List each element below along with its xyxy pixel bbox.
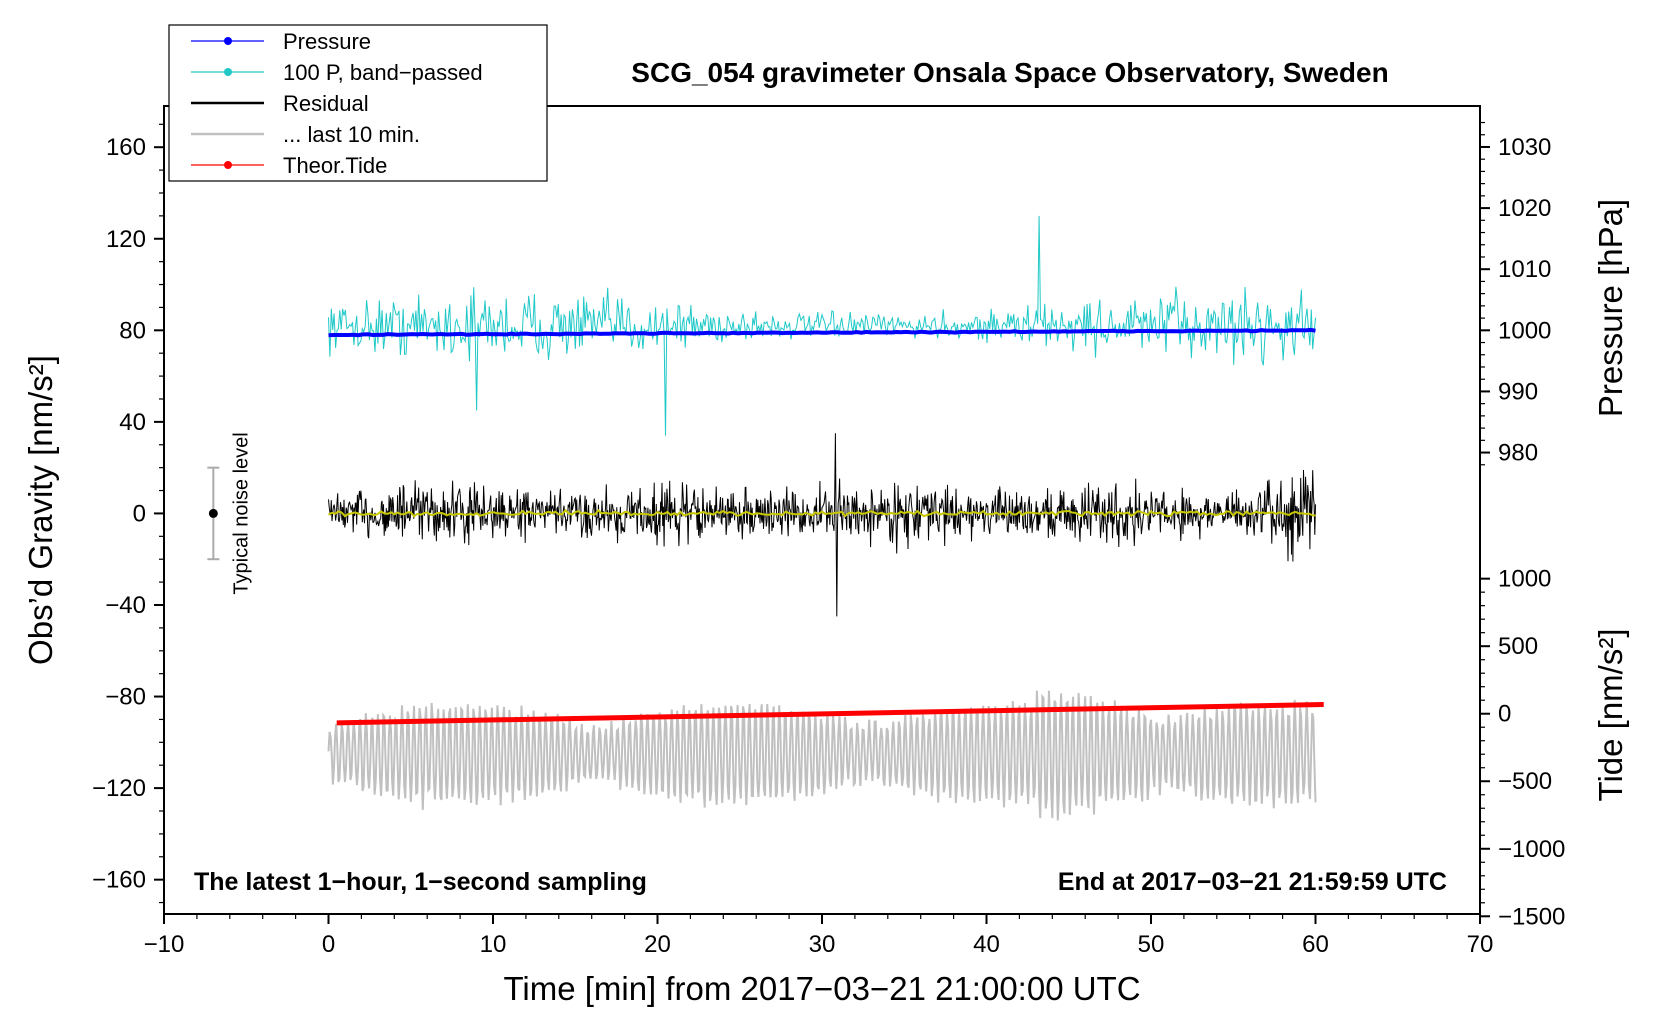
series-bandpassed-pressure <box>328 215 1316 436</box>
legend-item: Theor.Tide <box>191 153 387 178</box>
y-tick-label: 40 <box>119 409 146 436</box>
x-tick-label: 30 <box>809 931 836 958</box>
y-tick-label: 0 <box>133 500 146 527</box>
chart-title: SCG_054 gravimeter Onsala Space Observat… <box>631 57 1388 88</box>
x-tick-label: 40 <box>973 931 1000 958</box>
y-tick-label: 120 <box>106 226 146 253</box>
x-tick-label: 10 <box>480 931 507 958</box>
y-axis-title-tide: Tide [nm/s²] <box>1592 629 1629 802</box>
series-last-10-min <box>327 690 1317 821</box>
series-pressure <box>328 327 1316 338</box>
tide-tick-label: 1000 <box>1498 566 1551 593</box>
noise-level-label: Typical noise level <box>230 432 252 594</box>
annotation-bottom-left: The latest 1−hour, 1−second sampling <box>194 868 647 896</box>
x-axis-title: Time [min] from 2017−03−21 21:00:00 UTC <box>503 970 1140 1007</box>
legend-item: Pressure <box>191 29 371 54</box>
y-tick-label: −40 <box>105 592 146 619</box>
legend-marker <box>224 68 232 76</box>
y-tick-label: −80 <box>105 684 146 711</box>
legend-label: 100 P, band−passed <box>283 60 483 85</box>
series-layer <box>327 215 1324 821</box>
legend-item: 100 P, band−passed <box>191 60 483 85</box>
legend-label: Pressure <box>283 29 371 54</box>
x-tick-label: 50 <box>1138 931 1165 958</box>
x-tick-label: −10 <box>144 931 185 958</box>
y-tick-label: −160 <box>92 867 146 894</box>
legend-item: Residual <box>191 91 369 116</box>
noise-level-indicator: Typical noise level <box>207 432 252 595</box>
tide-tick-label: 500 <box>1498 633 1538 660</box>
tide-tick-label: −1000 <box>1498 836 1565 863</box>
series-theor-tide <box>336 702 1324 726</box>
x-tick-label: 20 <box>644 931 671 958</box>
noise-bar-dot <box>208 508 218 518</box>
y-tick-label: −120 <box>92 775 146 802</box>
annotation-bottom-right: End at 2017−03−21 21:59:59 UTC <box>1058 868 1447 896</box>
tide-tick-label: −1500 <box>1498 903 1565 930</box>
pressure-tick-label: 990 <box>1498 378 1538 405</box>
legend-item: ... last 10 min. <box>191 122 420 147</box>
legend-label: Theor.Tide <box>283 153 387 178</box>
series-residual <box>328 433 1316 617</box>
pressure-tick-label: 1030 <box>1498 134 1551 161</box>
legend-marker <box>224 37 232 45</box>
pressure-tick-label: 1000 <box>1498 317 1551 344</box>
pressure-tick-label: 1010 <box>1498 256 1551 283</box>
x-tick-label: 0 <box>322 931 335 958</box>
y-axis-title-pressure: Pressure [hPa] <box>1592 199 1629 417</box>
series-residual-smoothed <box>328 508 1316 518</box>
tide-tick-label: 0 <box>1498 701 1511 728</box>
pressure-tick-label: 980 <box>1498 440 1538 467</box>
axes-layer: −10 0 10 20 30 40 50 60 7016012080400−40−80−120−… <box>92 121 1565 958</box>
y-axis-title-left: Obs’d Gravity [nm/s²] <box>22 355 59 665</box>
x-tick-label: 60 <box>1302 931 1329 958</box>
y-tick-label: 80 <box>119 317 146 344</box>
legend-marker <box>224 161 232 169</box>
legend-label: Residual <box>283 91 369 116</box>
y-tick-label: 160 <box>106 134 146 161</box>
legend: Pressure 100 P, band−passed Residual ... la… <box>168 24 548 182</box>
legend-label: ... last 10 min. <box>283 122 420 147</box>
x-tick-label: 70 <box>1467 931 1494 958</box>
tide-tick-label: −500 <box>1498 768 1552 795</box>
pressure-tick-label: 1020 <box>1498 195 1551 222</box>
